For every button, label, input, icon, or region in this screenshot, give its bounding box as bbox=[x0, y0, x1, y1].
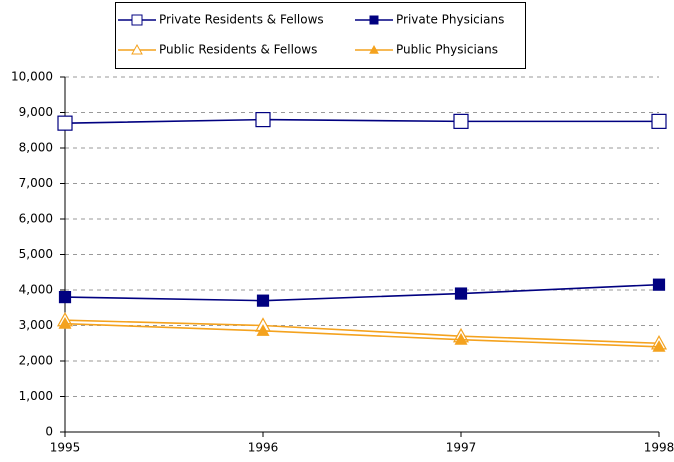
x-tick-label: 1996 bbox=[248, 441, 279, 455]
marker bbox=[652, 340, 666, 352]
y-tick-label: 2,000 bbox=[19, 354, 53, 368]
y-tick-label: 10,000 bbox=[11, 70, 53, 84]
legend-box bbox=[115, 2, 526, 69]
marker bbox=[652, 278, 666, 291]
x-tick-label: 1998 bbox=[644, 441, 674, 455]
marker bbox=[256, 294, 270, 307]
marker bbox=[57, 115, 73, 131]
y-tick-label: 0 bbox=[45, 425, 53, 439]
legend-marker bbox=[369, 44, 379, 54]
marker bbox=[255, 111, 271, 128]
marker bbox=[58, 316, 72, 329]
legend-label: Private Physicians bbox=[396, 13, 504, 27]
legend-marker bbox=[369, 15, 379, 25]
y-tick-label: 7,000 bbox=[19, 176, 53, 190]
series-line bbox=[64, 118, 659, 124]
y-tick-label: 8,000 bbox=[19, 141, 53, 155]
x-tick-label: 1997 bbox=[446, 441, 477, 455]
marker bbox=[256, 324, 270, 336]
y-tick-label: 4,000 bbox=[19, 283, 53, 297]
marker bbox=[453, 113, 469, 129]
marker bbox=[454, 287, 468, 300]
series-line bbox=[64, 319, 660, 345]
series-line bbox=[64, 283, 660, 302]
legend-label: Public Residents & Fellows bbox=[159, 43, 317, 57]
x-tick-label: 1995 bbox=[50, 441, 81, 455]
y-tick-label: 5,000 bbox=[19, 247, 53, 261]
marker bbox=[651, 113, 667, 129]
legend-marker bbox=[131, 43, 143, 55]
legend-label: Private Residents & Fellows bbox=[159, 13, 324, 27]
y-tick-label: 9,000 bbox=[19, 105, 53, 119]
series-line bbox=[64, 322, 660, 348]
y-tick-label: 6,000 bbox=[19, 212, 53, 226]
marker bbox=[58, 291, 72, 304]
y-tick-label: 1,000 bbox=[19, 389, 53, 403]
legend-label: Public Physicians bbox=[396, 43, 498, 57]
legend-marker bbox=[131, 14, 143, 26]
marker bbox=[454, 332, 468, 345]
y-tick-label: 3,000 bbox=[19, 318, 53, 332]
